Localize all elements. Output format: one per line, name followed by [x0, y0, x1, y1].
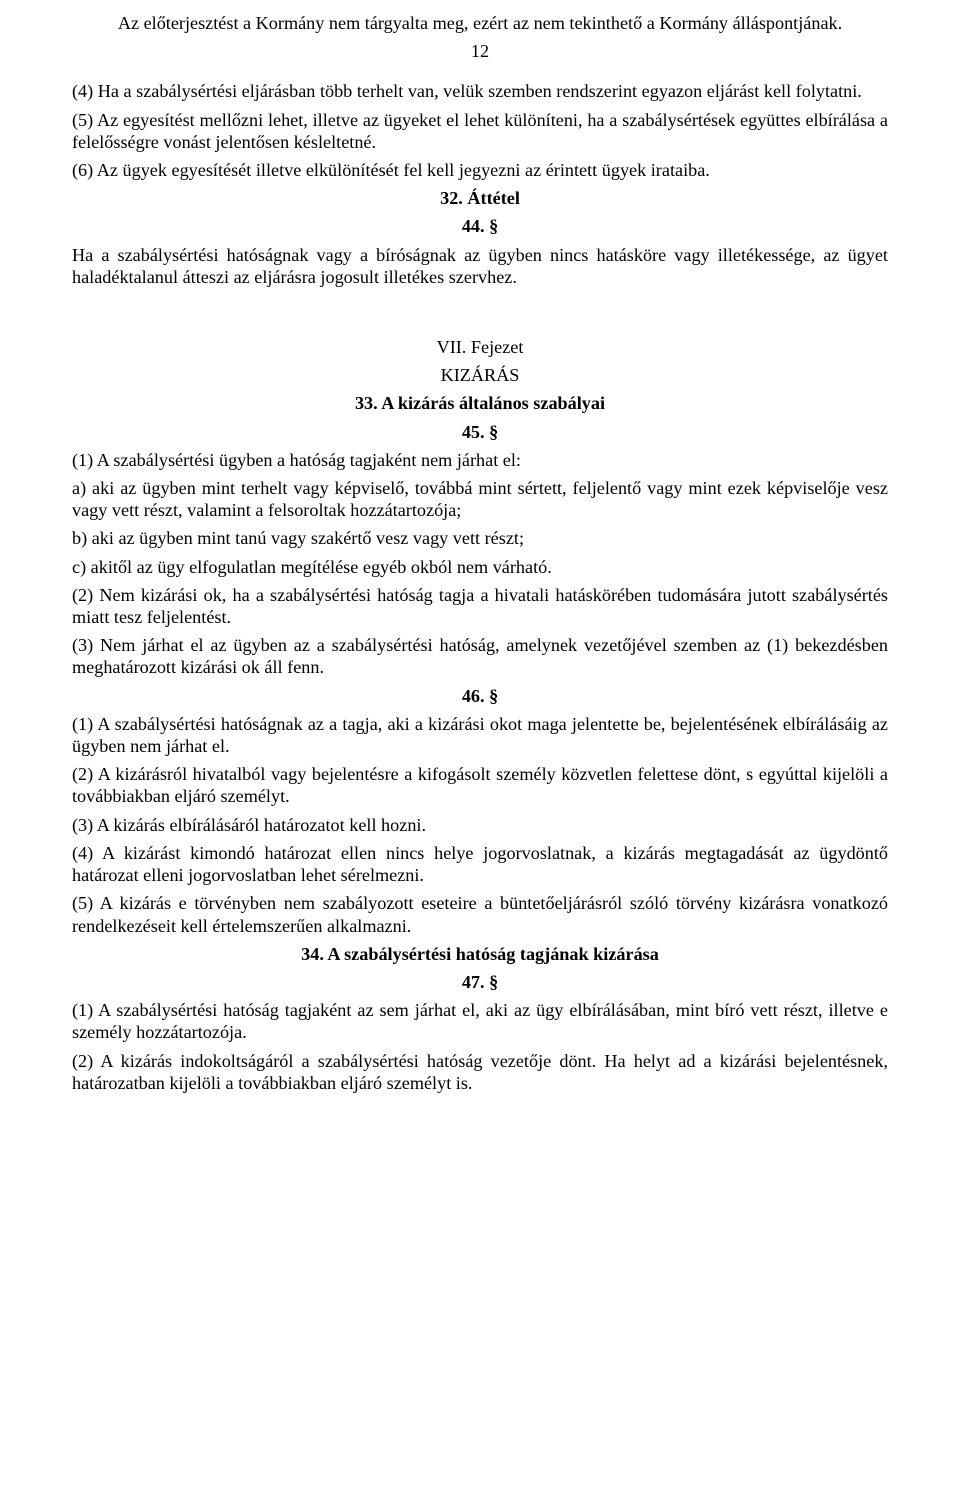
paragraph-4-5: (5) Az egyesítést mellőzni lehet, illetv…	[72, 109, 888, 153]
heading-45: 45. §	[72, 421, 888, 443]
paragraph-46-3: (3) A kizárás elbírálásáról határozatot …	[72, 814, 888, 836]
paragraph-47-2: (2) A kizárás indokoltságáról a szabálys…	[72, 1050, 888, 1094]
heading-33: 33. A kizárás általános szabályai	[72, 392, 888, 414]
paragraph-4-4: (4) Ha a szabálysértési eljárásban több …	[72, 80, 888, 102]
heading-47: 47. §	[72, 971, 888, 993]
header-note: Az előterjesztést a Kormány nem tárgyalt…	[72, 12, 888, 34]
paragraph-45-1b: b) aki az ügyben mint tanú vagy szakértő…	[72, 527, 888, 549]
paragraph-45-1: (1) A szabálysértési ügyben a hatóság ta…	[72, 449, 888, 471]
page-number: 12	[72, 40, 888, 62]
paragraph-44: Ha a szabálysértési hatóságnak vagy a bí…	[72, 244, 888, 288]
heading-vii-fejezet: VII. Fejezet	[72, 336, 888, 358]
paragraph-46-1: (1) A szabálysértési hatóságnak az a tag…	[72, 713, 888, 757]
document-page: Az előterjesztést a Kormány nem tárgyalt…	[0, 0, 960, 1140]
paragraph-4-6: (6) Az ügyek egyesítését illetve elkülön…	[72, 159, 888, 181]
paragraph-47-1: (1) A szabálysértési hatóság tagjaként a…	[72, 999, 888, 1043]
heading-34: 34. A szabálysértési hatóság tagjának ki…	[72, 943, 888, 965]
heading-kizaras: KIZÁRÁS	[72, 364, 888, 386]
heading-46: 46. §	[72, 685, 888, 707]
paragraph-46-4: (4) A kizárást kimondó határozat ellen n…	[72, 842, 888, 886]
paragraph-45-3: (3) Nem járhat el az ügyben az a szabály…	[72, 634, 888, 678]
paragraph-46-2: (2) A kizárásról hivatalból vagy bejelen…	[72, 763, 888, 807]
heading-32: 32. Áttétel	[72, 187, 888, 209]
paragraph-45-2: (2) Nem kizárási ok, ha a szabálysértési…	[72, 584, 888, 628]
paragraph-45-1c: c) akitől az ügy elfogulatlan megítélése…	[72, 556, 888, 578]
paragraph-45-1a: a) aki az ügyben mint terhelt vagy képvi…	[72, 477, 888, 521]
heading-44: 44. §	[72, 215, 888, 237]
paragraph-46-5: (5) A kizárás e törvényben nem szabályoz…	[72, 892, 888, 936]
spacer	[72, 294, 888, 330]
